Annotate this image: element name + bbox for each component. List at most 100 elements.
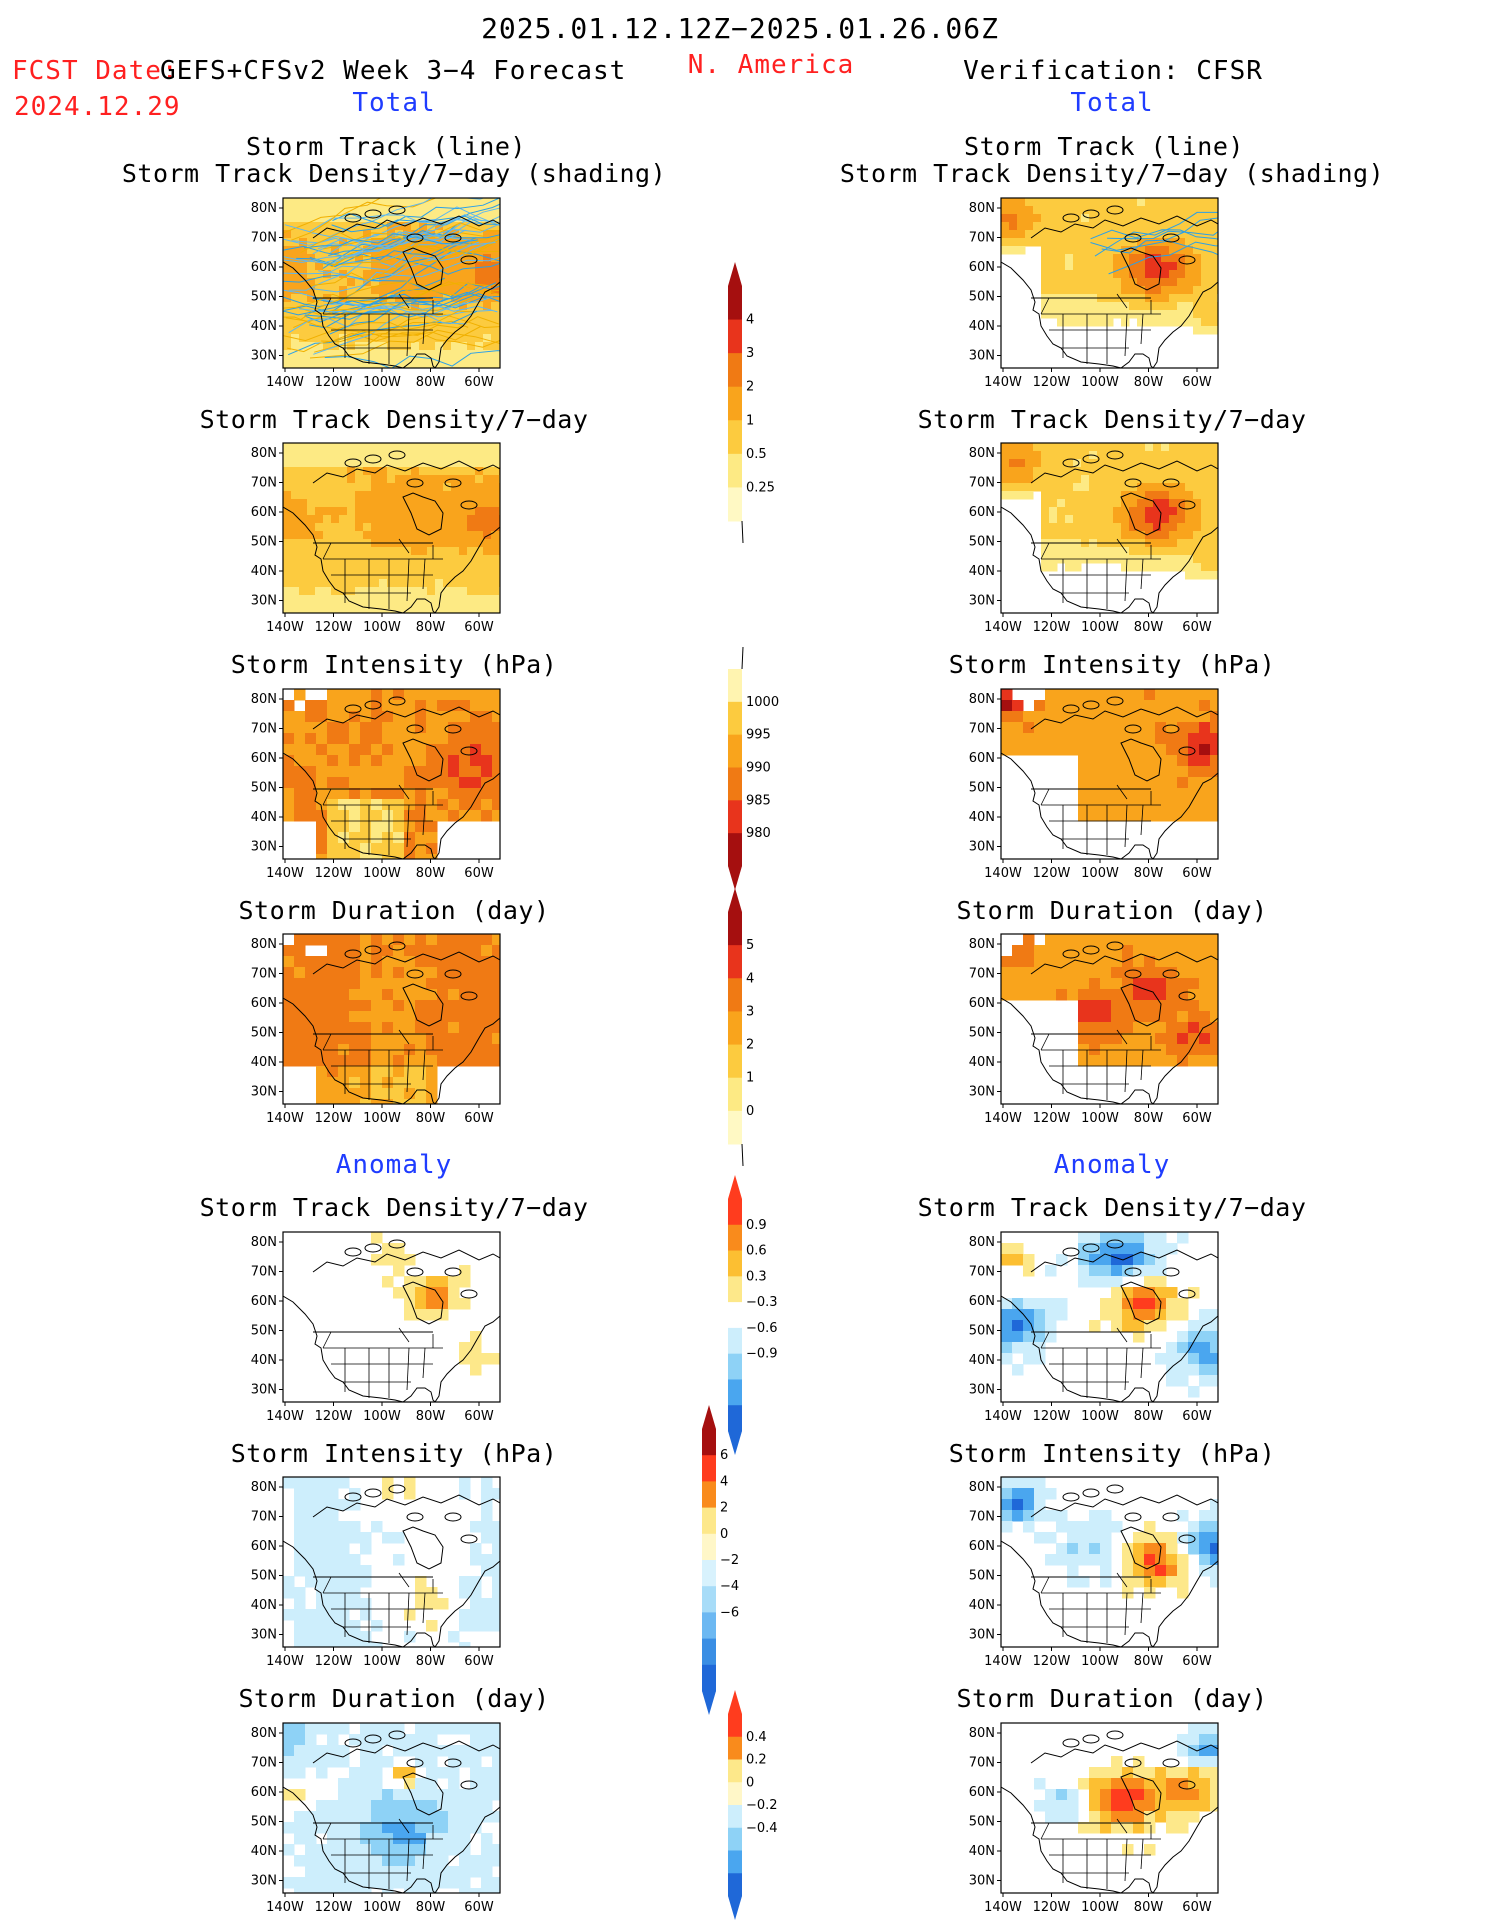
- map-cell: [492, 1745, 500, 1757]
- map-cell: [426, 1855, 438, 1867]
- map-cell: [415, 1066, 427, 1078]
- map-cell: [338, 733, 350, 745]
- map-cell: [291, 451, 300, 460]
- map-cell: [327, 1543, 339, 1555]
- map-cell: [475, 310, 484, 319]
- map-cell: [347, 595, 356, 604]
- map-cell: [305, 700, 317, 712]
- map-cell: [387, 286, 396, 295]
- map-cell: [1185, 467, 1194, 476]
- map-cell: [1133, 1243, 1145, 1255]
- map-cell: [1201, 286, 1210, 295]
- map-cell: [470, 1044, 482, 1056]
- map-cell: [1188, 989, 1200, 1001]
- arctic-island: [406, 1758, 424, 1768]
- map-cell: [1133, 945, 1145, 957]
- map-cell: [331, 302, 340, 311]
- map-cell: [393, 1866, 405, 1878]
- map-cell: [481, 956, 493, 968]
- map-cell: [415, 978, 427, 990]
- map-cell: [347, 254, 356, 263]
- map-cell: [1209, 571, 1218, 580]
- map-cell: [1111, 689, 1123, 701]
- map-cell: [435, 483, 444, 492]
- map-cell: [475, 198, 484, 207]
- map-cell: [382, 945, 394, 957]
- map-cell: [1166, 722, 1178, 734]
- map-cell: [355, 467, 364, 476]
- map-cell: [1017, 214, 1026, 223]
- map-cell: [305, 967, 317, 979]
- map-cell: [1111, 1298, 1123, 1310]
- map-cell: [419, 531, 428, 540]
- map-cell: [467, 451, 476, 460]
- map-cell: [307, 214, 316, 223]
- lon-tick-label: 120W: [315, 866, 353, 881]
- map-cell: [404, 1844, 416, 1856]
- map-cell: [283, 733, 295, 745]
- storm-track-line: [298, 296, 493, 318]
- map-cell: [475, 531, 484, 540]
- map-cell: [371, 1778, 383, 1790]
- map-cell: [382, 1000, 394, 1012]
- map-cell: [427, 222, 436, 231]
- map-cell: [419, 238, 428, 247]
- map-cell: [459, 788, 471, 800]
- map-cell: [315, 350, 324, 359]
- map-cell: [1188, 1745, 1200, 1757]
- map-cell: [451, 246, 460, 255]
- map-cell: [470, 1620, 482, 1632]
- map-cell: [347, 222, 356, 231]
- map-cell: [1012, 956, 1024, 968]
- state-border: [398, 784, 410, 800]
- storm-track-line: [332, 250, 500, 312]
- map-cell: [395, 286, 404, 295]
- colorbar-segment: [728, 286, 742, 321]
- map-cell: [1166, 1532, 1178, 1544]
- map-cell: [338, 1789, 350, 1801]
- map-cell: [470, 1866, 482, 1878]
- map-cell: [1199, 1565, 1211, 1577]
- map-cell: [403, 262, 412, 271]
- map-cell: [1155, 766, 1167, 778]
- map-cell: [316, 810, 328, 822]
- map-cell: [347, 563, 356, 572]
- map-cell: [1144, 1320, 1156, 1332]
- map-cell: [459, 1877, 471, 1889]
- map-cell: [1161, 222, 1170, 231]
- lon-tick-label: 100W: [1081, 620, 1119, 635]
- map-cell: [1089, 318, 1098, 327]
- map-cell: [415, 821, 427, 833]
- map-cell: [382, 1866, 394, 1878]
- map-cell: [404, 1888, 416, 1893]
- map-cell: [426, 1287, 438, 1299]
- title-r6: Storm Intensity (hPa): [948, 1439, 1276, 1468]
- map-cell: [1097, 286, 1106, 295]
- map-cell: [283, 1756, 295, 1768]
- map-cell: [382, 689, 394, 701]
- map-cell: [395, 475, 404, 484]
- lat-tick-label: 50N: [969, 1026, 995, 1041]
- map-cell: [305, 766, 317, 778]
- map-cell: [1133, 1055, 1145, 1067]
- anomaly-label-right: Anomaly: [1053, 1150, 1171, 1180]
- map-cell: [404, 1734, 416, 1746]
- map-cell: [1166, 1000, 1178, 1012]
- map-cell: [349, 967, 361, 979]
- map-cell: [1166, 1375, 1178, 1387]
- map-cell: [415, 1298, 427, 1310]
- map-cell: [387, 459, 396, 468]
- map-cell: [323, 326, 332, 335]
- map-cell: [419, 587, 428, 596]
- map-cell: [1145, 507, 1154, 516]
- state-border: [1140, 1049, 1144, 1081]
- arctic-island: [344, 704, 362, 714]
- map-cell: [283, 230, 292, 239]
- lon-tick-label: 60W: [1182, 1111, 1212, 1126]
- map-cell: [347, 358, 356, 367]
- map-cell: [1166, 1811, 1178, 1823]
- map-cell: [1023, 1298, 1035, 1310]
- map-cell: [1111, 766, 1123, 778]
- map-cell: [481, 989, 493, 1001]
- map-cell: [1185, 539, 1194, 548]
